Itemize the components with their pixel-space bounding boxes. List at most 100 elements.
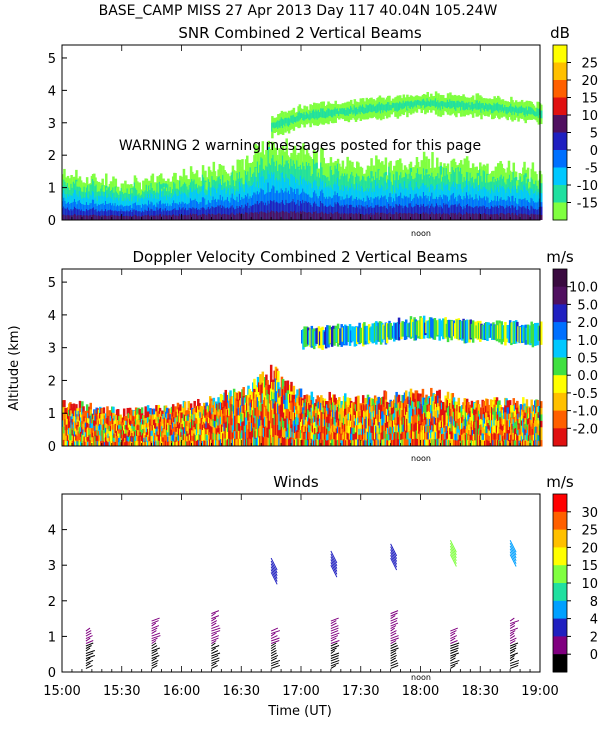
heatmap-cell	[357, 395, 360, 404]
colorbar-swatch	[553, 167, 567, 186]
colorbar-label: 25	[581, 57, 598, 72]
heatmap-cell	[112, 406, 115, 413]
heatmap-cell	[253, 378, 256, 389]
heatmap-cell	[310, 391, 314, 400]
heatmap-cell	[75, 404, 78, 411]
heatmap-cell	[179, 404, 182, 411]
snr-x-ticks	[61, 45, 541, 220]
heatmap-cell	[82, 406, 85, 413]
snr-warning: WARNING 2 warning messages posted for th…	[119, 138, 481, 154]
snr-plot: WARNING 2 warning messages posted for th…	[48, 44, 543, 238]
heatmap-cell	[540, 206, 543, 220]
heatmap-cell	[269, 364, 273, 377]
colorbar-label: 0	[590, 144, 598, 159]
colorbar-swatch	[553, 150, 567, 168]
heatmap-cell	[229, 390, 232, 399]
doppler-unit: m/s	[546, 248, 574, 266]
colorbar-label: 20	[581, 74, 598, 89]
heatmap-cell	[116, 409, 120, 415]
heatmap-cell	[189, 403, 193, 410]
figure-header: BASE_CAMP MISS 27 Apr 2013 Day 117 40.04…	[99, 3, 498, 19]
y-axis-label: Altitude (km)	[7, 325, 22, 410]
heatmap-cell	[334, 397, 337, 406]
heatmap-cell	[316, 395, 320, 404]
heatmap-cell	[78, 407, 82, 415]
snr-title: SNR Combined 2 Vertical Beams	[178, 24, 421, 42]
y-tick-label: 5	[48, 52, 56, 67]
heatmap-cell	[340, 400, 343, 408]
heatmap-cell	[256, 376, 260, 388]
heatmap-cell	[140, 407, 144, 414]
colorbar-swatch	[553, 80, 567, 98]
heatmap-cell	[328, 391, 331, 401]
colorbar-label: 15	[581, 92, 598, 107]
heatmap-cell	[161, 410, 164, 417]
heatmap-cell	[193, 400, 196, 408]
heatmap-cell	[85, 404, 89, 411]
heatmap-cell	[265, 374, 268, 386]
heatmap-cell	[397, 394, 401, 403]
heatmap-cell	[205, 402, 208, 410]
heatmap-cell	[224, 397, 228, 407]
heatmap-cell	[197, 398, 200, 407]
heatmap-cell	[328, 399, 331, 408]
heatmap-cell	[286, 380, 290, 391]
heatmap-cell	[311, 396, 315, 405]
heatmap-cell	[404, 390, 408, 399]
heatmap-cell	[277, 381, 280, 393]
heatmap-cell	[138, 408, 141, 415]
y-tick-label: 4	[48, 84, 56, 99]
y-tick-label: 0	[48, 214, 56, 229]
heatmap-cell	[296, 389, 299, 399]
heatmap-cell	[361, 395, 365, 403]
colorbar-swatch	[553, 115, 567, 133]
heatmap-cell	[234, 392, 237, 401]
snr-heatmap	[62, 91, 543, 220]
colorbar-label: -5	[585, 162, 598, 177]
heatmap-cell	[187, 401, 190, 408]
heatmap-cell	[540, 110, 543, 119]
doppler-title: Doppler Velocity Combined 2 Vertical Bea…	[132, 248, 467, 266]
heatmap-cell	[238, 392, 242, 401]
heatmap-cell	[377, 396, 380, 405]
heatmap-cell	[89, 402, 92, 410]
heatmap-cell	[303, 395, 306, 403]
heatmap-cell	[261, 371, 265, 383]
heatmap-cell	[183, 401, 187, 409]
doppler-heatmap	[62, 315, 543, 447]
y-tick-label: 1	[48, 182, 56, 197]
heatmap-cell	[299, 388, 303, 398]
heatmap-cell	[248, 388, 251, 398]
colorbar-label: 5	[590, 127, 598, 142]
colorbar-swatch	[553, 202, 567, 221]
heatmap-cell	[126, 407, 130, 414]
heatmap-cell	[63, 400, 66, 408]
heatmap-cell	[171, 404, 175, 411]
heatmap-cell	[281, 379, 285, 390]
heatmap-cell	[259, 374, 262, 385]
heatmap-cell	[155, 405, 158, 412]
heatmap-cell	[344, 393, 347, 402]
heatmap-cell	[152, 408, 156, 415]
heatmap-cell	[364, 397, 367, 406]
y-tick-label: 3	[48, 117, 56, 132]
snr-noon-label: noon	[411, 229, 431, 238]
heatmap-cell	[305, 394, 309, 403]
heatmap-cell	[371, 398, 375, 407]
heatmap-cell	[384, 391, 388, 400]
heatmap-cell	[130, 409, 133, 416]
heatmap-cell	[224, 389, 228, 399]
heatmap-cell	[78, 400, 82, 408]
heatmap-cell	[112, 412, 115, 419]
heatmap-cell	[220, 394, 224, 403]
heatmap-cell	[290, 381, 293, 392]
heatmap-cell	[242, 387, 245, 396]
heatmap-cell	[395, 391, 398, 401]
heatmap-cell	[540, 214, 543, 220]
heatmap-cell	[72, 403, 76, 411]
colorbar-label: 10	[581, 109, 598, 124]
colorbar-label: -10	[577, 179, 598, 194]
